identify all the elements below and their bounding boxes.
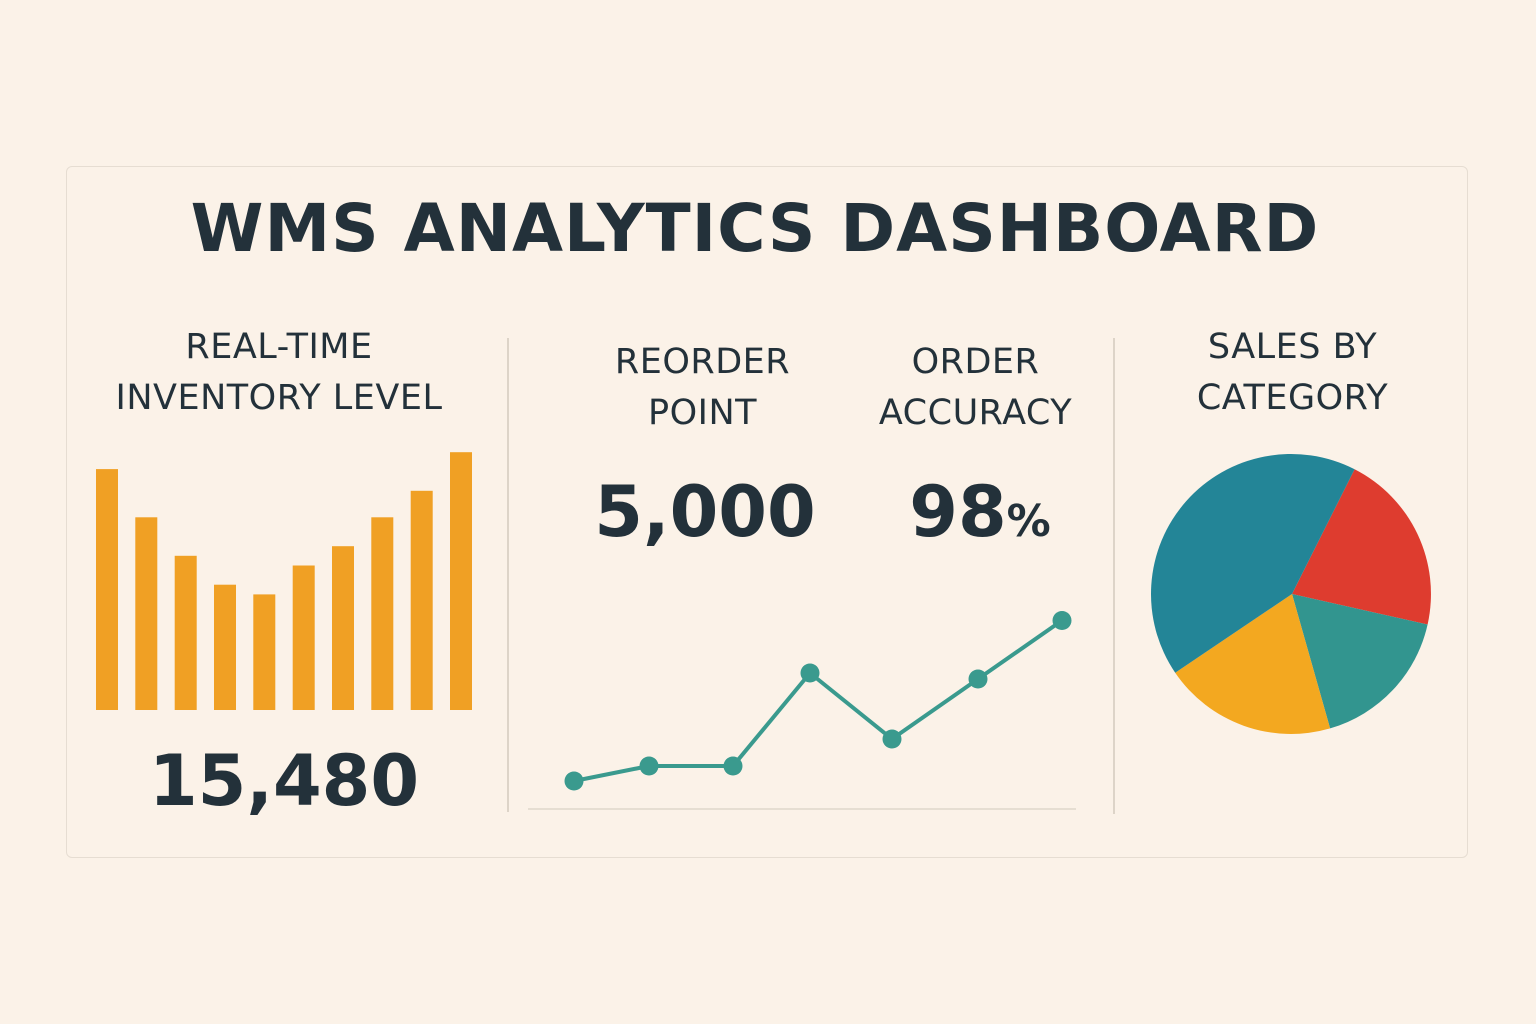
trend-point [1052, 611, 1072, 630]
inventory-bar [450, 452, 472, 710]
trend-point [639, 756, 659, 776]
reorder-point-value: 5,000 [594, 471, 816, 553]
pie-slice [1292, 594, 1428, 729]
sales-by-category-label: SALES BY CATEGORY [1196, 327, 1389, 418]
page-title: WMS ANALYTICS DASHBOARD [190, 190, 1320, 267]
trend-point [564, 771, 584, 791]
inventory-level-value: 15,480 [148, 740, 420, 822]
inventory-bar [96, 469, 118, 710]
trend-point [882, 729, 902, 749]
order-accuracy-value: 98% [850, 477, 1110, 547]
inventory-bar [253, 594, 276, 710]
trend-point [968, 669, 988, 689]
inventory-bar [410, 490, 433, 710]
inventory-bar [214, 584, 236, 710]
pie-slice [1175, 594, 1331, 734]
inventory-bar [292, 565, 315, 710]
sales-pie-chart [1150, 454, 1431, 734]
inventory-bar [332, 546, 354, 710]
trend-point [800, 663, 820, 683]
panel-divider-left [507, 338, 509, 812]
order-accuracy-label: ORDER ACCURACY [878, 342, 1073, 433]
order-accuracy-unit: % [1006, 496, 1051, 547]
inventory-bar [371, 517, 394, 710]
trend-point [723, 756, 743, 776]
pie-slice [1292, 469, 1431, 625]
reorder-point-label: REORDER POINT [614, 342, 791, 433]
order-accuracy-number: 98 [909, 471, 1007, 553]
trend-line-chart [528, 611, 1076, 810]
inventory-bar [135, 517, 158, 710]
inventory-level-label: REAL-TIME INVENTORY LEVEL [115, 327, 443, 418]
inventory-bar-chart [96, 452, 472, 710]
inventory-bar [174, 555, 197, 710]
panel-divider-right [1113, 338, 1115, 814]
pie-slice [1150, 454, 1355, 673]
